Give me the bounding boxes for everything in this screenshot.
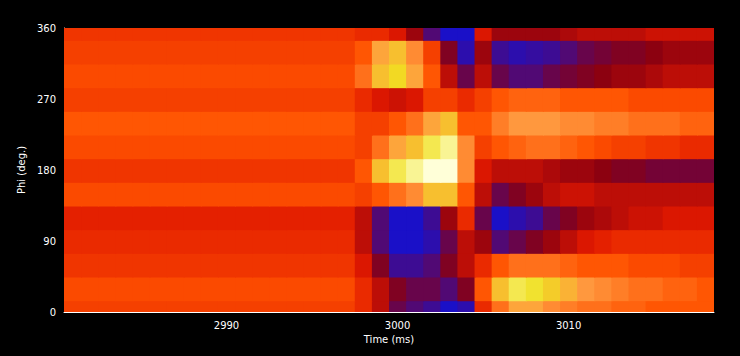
svg-text:180: 180	[37, 165, 56, 176]
svg-text:360: 360	[37, 23, 56, 34]
svg-text:0: 0	[50, 307, 56, 318]
svg-text:2990: 2990	[214, 320, 239, 331]
svg-text:3010: 3010	[556, 320, 581, 331]
svg-text:270: 270	[37, 94, 56, 105]
svg-text:3000: 3000	[385, 320, 410, 331]
svg-text:90: 90	[43, 236, 56, 247]
svg-text:Phi (deg.): Phi (deg.)	[16, 146, 27, 194]
svg-text:Time (ms): Time (ms)	[363, 334, 415, 345]
